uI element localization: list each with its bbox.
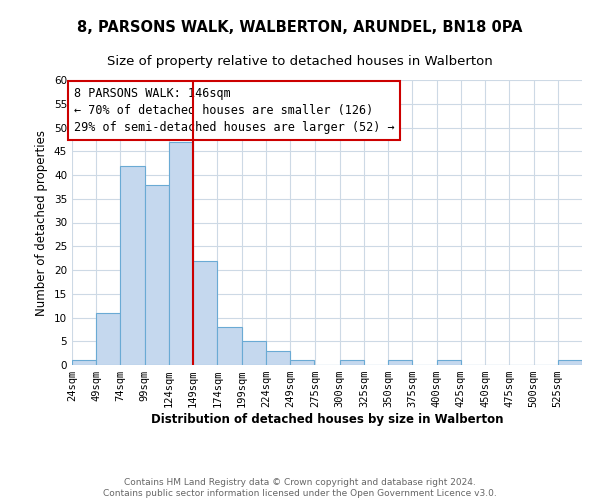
Text: 8, PARSONS WALK, WALBERTON, ARUNDEL, BN18 0PA: 8, PARSONS WALK, WALBERTON, ARUNDEL, BN1… [77,20,523,35]
Bar [72,360,96,365]
Bar [558,360,582,365]
Y-axis label: Number of detached properties: Number of detached properties [35,130,49,316]
Bar [290,360,314,365]
Text: Size of property relative to detached houses in Walberton: Size of property relative to detached ho… [107,55,493,68]
Bar [193,260,217,365]
Text: 8 PARSONS WALK: 146sqm
← 70% of detached houses are smaller (126)
29% of semi-de: 8 PARSONS WALK: 146sqm ← 70% of detached… [74,87,395,134]
Bar [121,166,145,365]
Bar [145,184,169,365]
Bar [437,360,461,365]
Bar [388,360,412,365]
Bar [96,313,121,365]
Bar [242,341,266,365]
Text: Contains HM Land Registry data © Crown copyright and database right 2024.
Contai: Contains HM Land Registry data © Crown c… [103,478,497,498]
X-axis label: Distribution of detached houses by size in Walberton: Distribution of detached houses by size … [151,413,503,426]
Bar [340,360,364,365]
Bar [266,351,290,365]
Bar [217,327,242,365]
Bar [169,142,193,365]
